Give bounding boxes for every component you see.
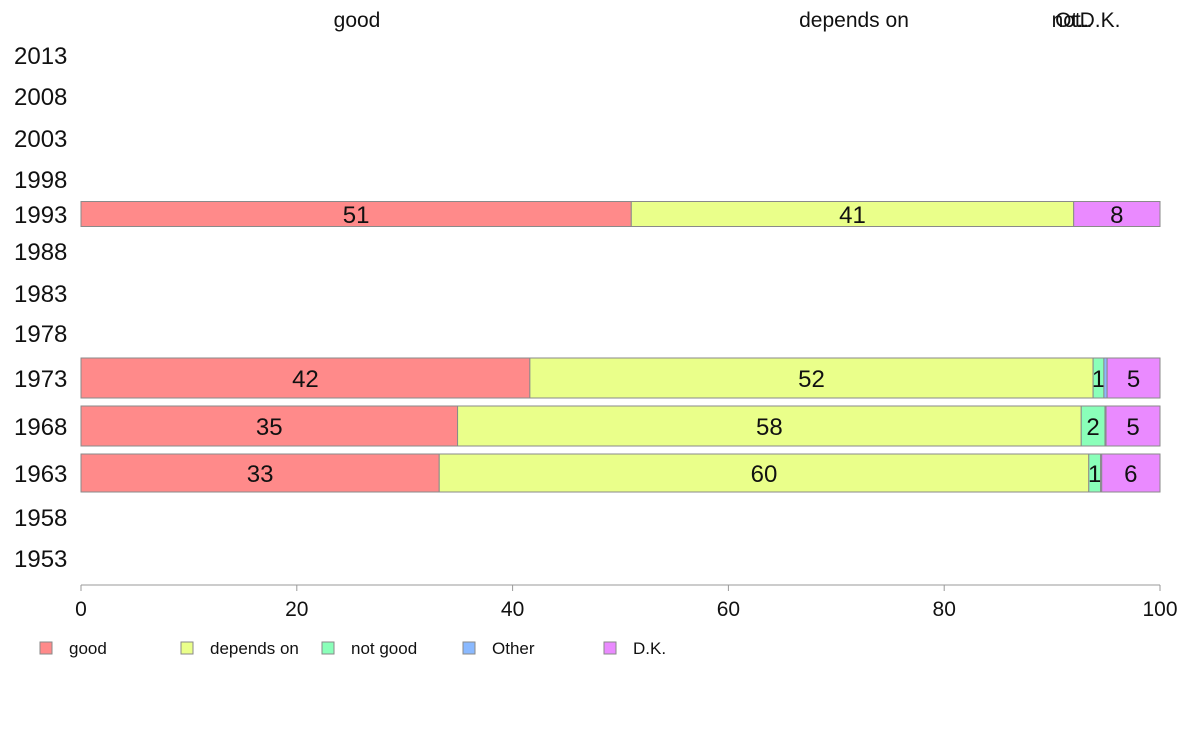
legend-label-not-good: not good [351,639,417,658]
bar-segment-1993-good [80,201,632,227]
year-label-1993: 1993 [14,202,67,229]
year-label-1968: 1968 [14,414,67,441]
legend-label-depends-on: depends on [210,639,299,658]
legend-swatch-good [39,641,53,655]
year-label-1973: 1973 [14,366,67,393]
bar-segment-1973-good [80,357,531,399]
data-label-1968-good: 35 [256,414,283,441]
top-category-label-3: Ot.. [1055,9,1089,32]
data-label-1968-not-good: 2 [1086,414,1099,441]
bar-segment-1968-good [80,405,459,447]
top-category-label-0: good [334,9,381,32]
bar-segment-1963-good [80,453,440,493]
legend-swatch-d-k- [603,641,617,655]
top-category-label-2: not.. [1052,9,1093,32]
top-category-label-4: D.K. [1080,9,1121,32]
x-tick-label-40: 40 [501,598,524,621]
bar-segment-1968-d-k- [1105,405,1161,447]
bar-segment-1993-d-k- [1073,201,1161,227]
x-tick-label-20: 20 [285,598,308,621]
year-label-1978: 1978 [14,321,67,348]
bar-segment-1973-d-k- [1106,357,1161,399]
data-label-1963-not-good: 1 [1088,461,1101,488]
year-label-1958: 1958 [14,505,67,532]
data-label-1968-d-k-: 5 [1126,414,1139,441]
x-tick-label-100: 100 [1142,598,1177,621]
legend-swatch-depends-on [180,641,194,655]
data-label-1968-depends-on: 58 [756,414,783,441]
data-label-1963-depends-on: 60 [751,461,778,488]
legend-swatch-other [462,641,476,655]
data-label-1973-good: 42 [292,366,319,393]
data-label-1963-good: 33 [247,461,274,488]
legend-swatch-not-good [321,641,335,655]
data-label-1973-d-k-: 5 [1127,366,1140,393]
x-tick-label-80: 80 [933,598,956,621]
data-label-1973-not-good: 1 [1092,366,1105,393]
year-label-2008: 2008 [14,84,67,111]
x-tick-label-0: 0 [75,598,87,621]
bar-segment-1968-depends-on [457,405,1082,447]
year-label-1998: 1998 [14,167,67,194]
bar-segment-1963-d-k- [1101,453,1161,493]
year-label-1983: 1983 [14,281,67,308]
bar-segment-1973-depends-on [529,357,1094,399]
year-label-1963: 1963 [14,461,67,488]
year-label-2013: 2013 [14,43,67,70]
data-label-1973-depends-on: 52 [798,366,825,393]
data-label-1963-d-k-: 6 [1124,461,1137,488]
year-label-1988: 1988 [14,239,67,266]
data-label-1993-d-k-: 8 [1110,202,1123,229]
data-label-1993-good: 51 [343,202,370,229]
legend-label-other: Other [492,639,535,658]
bar-segment-1963-depends-on [438,453,1090,493]
year-label-1953: 1953 [14,546,67,573]
x-tick-label-60: 60 [717,598,740,621]
year-label-2003: 2003 [14,126,67,153]
data-label-1993-depends-on: 41 [839,202,866,229]
top-category-label-1: depends on [799,9,909,32]
legend-label-d-k-: D.K. [633,639,666,658]
legend-label-good: good [69,639,107,658]
